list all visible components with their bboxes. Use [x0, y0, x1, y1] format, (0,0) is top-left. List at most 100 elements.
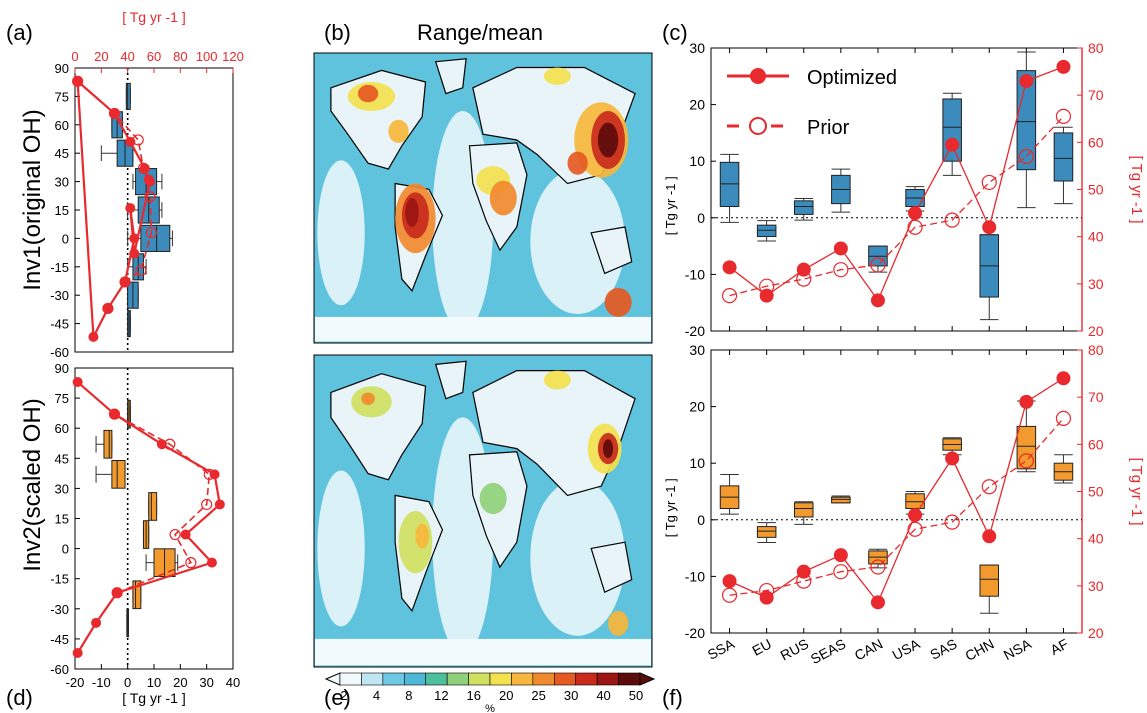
hotspot-13	[567, 151, 588, 175]
left-tick-label: 0	[697, 512, 705, 528]
right-tick-label: 80	[1088, 40, 1104, 56]
prior-point	[144, 191, 156, 203]
box	[942, 98, 962, 162]
left-tick-label: 10	[689, 153, 705, 169]
colorbar-arrow-right	[639, 672, 656, 686]
prior-point	[870, 257, 886, 273]
colorbar-unit: %	[485, 703, 495, 713]
category-label: NSA	[1001, 635, 1035, 663]
category-label: SSA	[705, 635, 738, 663]
map-title: Range/mean	[417, 20, 543, 45]
left-tick-label: 20	[689, 97, 705, 113]
colorbar-bin	[382, 672, 405, 686]
prior-point	[145, 227, 157, 239]
optimized-point	[109, 409, 120, 420]
hotspot-1	[361, 392, 375, 405]
bottom-tick-label: 40	[226, 675, 240, 690]
right-tick-label: 70	[1088, 87, 1104, 103]
bottom-axis-label: [ Tg yr -1 ]	[122, 690, 186, 706]
optimized-point	[796, 564, 811, 579]
optimized-point	[112, 587, 123, 598]
y-tick-label: 45	[55, 146, 69, 161]
optimized-point	[908, 508, 923, 523]
top-tick-label: 60	[147, 49, 161, 64]
optimized-point	[870, 595, 885, 610]
y-tick-label: -60	[50, 662, 69, 677]
land-5	[590, 226, 633, 275]
colorbar-bin	[511, 672, 534, 686]
category-label: EU	[749, 636, 774, 659]
box-AF	[1053, 126, 1074, 205]
prior-point	[721, 288, 738, 304]
colorbar-bin	[618, 672, 641, 686]
bottom-tick-label: 10	[147, 675, 161, 690]
optimized-point	[722, 260, 737, 275]
optimized-point	[214, 499, 225, 510]
box--45	[127, 310, 131, 338]
optimized-point	[109, 108, 120, 119]
land-2	[434, 360, 467, 400]
prior-point	[907, 521, 923, 537]
colorbar-tick-label: 20	[499, 688, 513, 703]
box	[979, 564, 1000, 597]
y-tick-label: 15	[55, 512, 69, 527]
optimized-point	[143, 174, 154, 185]
hotspot-7	[602, 439, 614, 458]
y-tick-label: -15	[50, 572, 69, 587]
colorbar-bin	[468, 672, 491, 686]
prior-point	[201, 498, 213, 511]
panel-letter-b: (b)	[324, 20, 351, 45]
optimized-point	[1019, 74, 1034, 89]
category-label: RUS	[778, 636, 812, 664]
optimized-point	[1056, 59, 1071, 74]
left-tick-label: -20	[685, 625, 705, 641]
y-tick-label: 15	[55, 203, 69, 218]
box-EU	[756, 220, 777, 242]
optimized-point	[945, 137, 960, 152]
box-37	[95, 460, 126, 489]
legend-optimized-marker	[750, 68, 766, 84]
y-tick-label: 60	[55, 118, 69, 133]
left-tick-label: -10	[685, 266, 705, 282]
y-tick-label: -60	[50, 345, 69, 360]
y-tick-label: 0	[62, 231, 69, 246]
optimized-point	[1056, 371, 1071, 386]
optimized-line	[729, 66, 1064, 302]
right-axis-label: [ Tg yr -1 ]	[1128, 155, 1145, 223]
colorbar-tick-label: 50	[629, 688, 643, 703]
left-axis-label: [ Tg yr -1 ]	[663, 176, 678, 235]
ocean-pale	[432, 111, 494, 332]
right-tick-label: 80	[1088, 342, 1104, 358]
box	[756, 526, 777, 538]
ocean-pale	[432, 417, 494, 655]
box	[132, 580, 142, 610]
category-label: AF	[1048, 636, 1071, 659]
prior-point	[135, 264, 147, 277]
bottom-tick-label: 30	[199, 675, 213, 690]
hotspot-3	[415, 523, 429, 549]
category-label: SAS	[927, 636, 959, 663]
left-tick-label: 30	[689, 342, 705, 358]
optimized-point	[759, 590, 774, 605]
legend-prior-label: Prior	[807, 117, 850, 139]
colorbar-bin	[446, 672, 469, 686]
colorbar-bin	[532, 672, 555, 686]
top-tick-label: 20	[94, 49, 108, 64]
antarctic-band	[315, 316, 651, 342]
colorbar-tick-label: 4	[373, 688, 380, 703]
top-axis-label: [ Tg yr -1 ]	[122, 9, 186, 25]
box	[719, 161, 740, 207]
hotspot-8	[543, 370, 571, 390]
optimized-point	[982, 220, 997, 235]
y-tick-label: 90	[55, 61, 69, 76]
prior-point	[169, 528, 181, 541]
prior-point	[981, 174, 997, 191]
optimized-point	[125, 136, 136, 147]
box	[793, 200, 814, 215]
optimized-point	[102, 303, 113, 314]
colorbar-bin	[425, 672, 448, 686]
optimized-point	[156, 439, 167, 450]
prior-point	[907, 219, 923, 235]
box-SAS	[942, 92, 962, 176]
